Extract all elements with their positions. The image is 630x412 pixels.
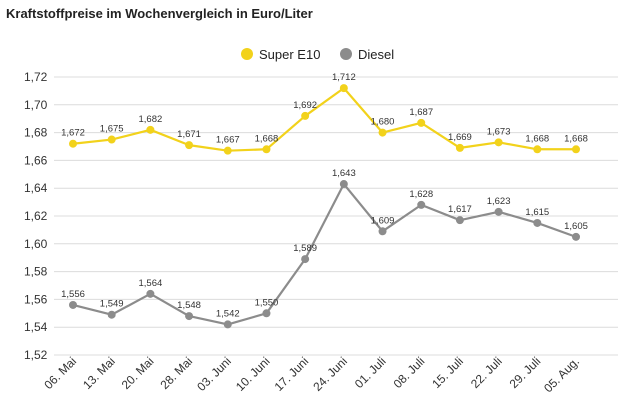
data-point: [69, 139, 77, 148]
data-label: 1,564: [138, 278, 162, 289]
data-point: [107, 135, 116, 144]
data-label: 1,680: [371, 117, 395, 128]
data-label: 1,556: [61, 289, 85, 300]
gridlines: [54, 76, 618, 356]
data-label: 1,673: [487, 126, 511, 137]
data-point: [185, 141, 194, 150]
legend: Super E10 Diesel: [241, 47, 394, 62]
data-label: 1,682: [138, 114, 162, 125]
data-label: 1,672: [61, 128, 85, 139]
legend-marker: [241, 48, 253, 60]
x-tick-label: 22. Juli: [468, 354, 505, 391]
x-tick-label: 13. Mai: [80, 354, 118, 392]
data-label: 1,605: [564, 221, 588, 232]
data-point: [301, 111, 310, 120]
series-layer: 1,672 1,675 1,682 1,671 1,667 1,668 1,692 1,712…: [61, 72, 588, 329]
data-point: [533, 145, 542, 154]
data-point: [301, 255, 310, 264]
data-label: 1,671: [177, 129, 201, 140]
data-label: 1,643: [332, 168, 356, 179]
x-tick-label: 01. Juli: [352, 354, 389, 391]
data-point: [455, 143, 464, 152]
data-point: [262, 145, 271, 154]
y-tick-label: 1,66: [24, 153, 48, 167]
data-point: [146, 289, 155, 298]
x-tick-label: 29. Juli: [507, 354, 544, 391]
data-label: 1,615: [525, 207, 549, 218]
y-tick-label: 1,54: [24, 320, 48, 334]
data-label: 1,609: [371, 215, 395, 226]
data-point: [455, 216, 464, 225]
data-label: 1,548: [177, 300, 201, 311]
data-point: [262, 309, 271, 318]
data-label: 1,668: [564, 133, 588, 144]
x-tick-label: 17. Juni: [272, 354, 312, 394]
data-label: 1,687: [409, 107, 433, 118]
data-point: [417, 118, 426, 127]
data-point: [572, 145, 580, 154]
data-point: [494, 207, 503, 216]
y-tick-label: 1,60: [24, 237, 48, 251]
data-point: [339, 84, 348, 93]
data-point: [533, 218, 542, 227]
data-label: 1,549: [100, 299, 124, 310]
data-label: 1,617: [448, 204, 472, 215]
data-point: [339, 180, 348, 189]
y-tick-label: 1,62: [24, 209, 48, 223]
data-label: 1,692: [293, 100, 317, 111]
data-label: 1,542: [216, 308, 240, 319]
data-label: 1,712: [332, 72, 356, 83]
legend-label: Diesel: [358, 47, 394, 62]
y-axis: 1,52 1,54 1,56 1,58 1,60 1,62 1,64 1,66 1,68 1,70…: [24, 70, 48, 362]
x-axis: 06. Mai 13. Mai 20. Mai 28. Mai 03. Juni 10. …: [41, 354, 582, 395]
chart-title: Kraftstoffpreise im Wochenvergleich in E…: [6, 6, 313, 21]
data-point: [378, 227, 387, 236]
data-point: [223, 320, 232, 329]
legend-marker: [340, 48, 352, 60]
data-point: [572, 232, 580, 241]
data-label: 1,675: [100, 124, 124, 135]
x-tick-label: 28. Mai: [157, 354, 195, 392]
data-label: 1,669: [448, 132, 472, 143]
data-label: 1,589: [293, 243, 317, 254]
x-tick-label: 05. Aug.: [541, 354, 582, 395]
x-tick-label: 20. Mai: [119, 354, 157, 392]
x-tick-label: 08. Juli: [391, 354, 428, 391]
data-point: [185, 312, 194, 321]
y-tick-label: 1,64: [24, 181, 48, 195]
y-tick-label: 1,68: [24, 126, 48, 140]
data-point: [69, 300, 77, 309]
data-point: [417, 200, 426, 209]
data-point: [146, 125, 155, 134]
data-point: [223, 146, 232, 155]
x-tick-label: 24. Juni: [310, 354, 350, 394]
series-line: [72, 182, 577, 326]
y-tick-label: 1,72: [24, 70, 48, 84]
y-tick-label: 1,70: [24, 98, 48, 112]
series-super-e10: 1,672 1,675 1,682 1,671 1,667 1,668 1,692 1,712…: [61, 72, 588, 155]
data-label: 1,667: [216, 135, 240, 146]
data-point: [107, 310, 116, 319]
x-tick-label: 03. Juni: [194, 354, 234, 394]
legend-label: Super E10: [259, 47, 320, 62]
data-label: 1,668: [255, 133, 279, 144]
data-label: 1,550: [255, 297, 279, 308]
data-point: [494, 138, 503, 147]
y-tick-label: 1,58: [24, 265, 48, 279]
data-label: 1,668: [525, 133, 549, 144]
series-line: [72, 87, 576, 152]
y-tick-label: 1,56: [24, 292, 48, 306]
series-diesel: 1,556 1,549 1,564 1,548 1,542 1,550 1,589 1,643…: [61, 168, 588, 329]
data-point: [378, 128, 387, 137]
x-tick-label: 15. Juli: [429, 354, 466, 391]
data-label: 1,623: [487, 196, 511, 207]
y-tick-label: 1,52: [24, 348, 48, 362]
data-label: 1,628: [409, 189, 433, 200]
x-tick-label: 10. Juni: [233, 354, 273, 394]
